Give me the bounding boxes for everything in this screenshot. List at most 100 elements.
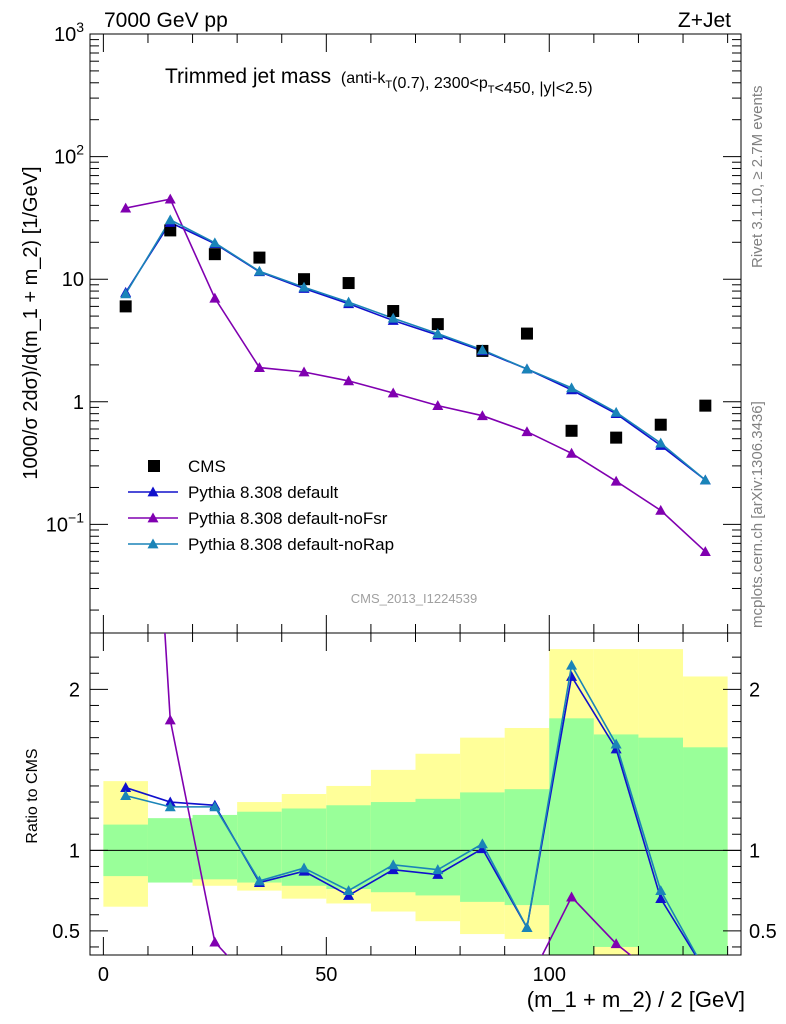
mc-point-2 (298, 366, 310, 377)
y-tick-label-ratio-right: 0.5 (749, 921, 777, 943)
y-tick-label-main: 102 (54, 142, 84, 169)
mc-point-2 (610, 475, 622, 486)
mc-point-3 (521, 363, 533, 374)
data-point-cms (208, 248, 221, 261)
y-tick-label-ratio: 1 (69, 840, 80, 862)
data-point-cms (520, 327, 533, 340)
y-tick-label-main: 1 (73, 392, 84, 414)
title-sub-text: (anti-k (341, 70, 386, 87)
y-axis-label-main: 1000/σ 2dσ)/d(m_1 + m_2) [1/GeV] (20, 166, 42, 479)
tick-base: 10 (54, 24, 76, 46)
data-point-cms (342, 277, 355, 290)
y-tick-label-ratio: 2 (69, 679, 80, 701)
ratio-point-0 (120, 782, 132, 792)
main-series-line-3 (124, 218, 706, 481)
band-inner-bin (370, 802, 416, 893)
ratio-point-1 (566, 891, 578, 902)
mc-point-2 (120, 202, 132, 213)
subscript-T: T (488, 84, 495, 96)
ratio-uncertainty-bands (103, 649, 728, 955)
data-point-cms (387, 305, 400, 318)
analysis-id: CMS_2013_I1224539 (351, 591, 478, 606)
mc-point-3 (164, 214, 176, 225)
mc-point-2 (655, 504, 667, 515)
main-series-line-2 (125, 198, 706, 553)
ratio-point-1 (164, 714, 176, 725)
data-point-cms (565, 424, 578, 437)
ratio-point-2 (298, 862, 310, 873)
mc-point-2 (566, 447, 578, 458)
data-point-cms (298, 273, 311, 286)
mc-point-2 (699, 546, 711, 556)
mc-point-3 (655, 437, 667, 448)
x-tick-label: 100 (533, 964, 566, 986)
legend-marker-3 (147, 538, 159, 549)
ratio-point-2 (655, 885, 667, 895)
title-sub-text: (0.7), 2300<p (392, 75, 488, 92)
mc-point-2 (432, 400, 444, 411)
subscript-T: T (385, 79, 392, 91)
legend-marker-2 (147, 512, 159, 523)
mc-point-2 (253, 362, 265, 373)
ratio-point-2 (387, 859, 399, 870)
ratio-series-group (120, 633, 698, 955)
mc-point-3 (253, 265, 265, 276)
ratio-point-2 (610, 738, 622, 749)
y-tick-label-ratio-right: 1 (749, 840, 760, 862)
band-inner-bin (593, 734, 639, 947)
data-point-cms (164, 224, 177, 237)
x-tick-label: 50 (315, 964, 337, 986)
rivet-version-label: Rivet 3.1.10, ≥ 2.7M events (749, 86, 766, 269)
plot-title-sub: (anti-kT(0.7), 2300<pT<450, |y|<2.5) (341, 70, 593, 97)
mc-point-3 (387, 312, 399, 323)
ratio-point-0 (655, 893, 667, 904)
mc-point-3 (610, 406, 622, 417)
y-tick-label-ratio-right: 2 (749, 679, 760, 701)
tick-exponent: 2 (76, 142, 84, 158)
mc-point-3 (298, 281, 310, 292)
data-point-cms (119, 300, 132, 313)
band-inner-bin (415, 798, 461, 896)
legend-label-0: CMS (188, 457, 226, 476)
mc-point-2 (164, 193, 176, 204)
y-tick-label-ratio: 0.5 (52, 921, 80, 943)
mc-point-2 (209, 292, 221, 303)
tick-base: 10 (46, 514, 68, 536)
band-inner-bin (504, 789, 550, 906)
ratio-point-1 (610, 938, 622, 949)
y-tick-label-main: 10 (62, 269, 84, 291)
data-point-cms (699, 399, 712, 412)
tick-exponent: 3 (76, 19, 84, 35)
ratio-point-1 (209, 936, 221, 947)
plot-title-main: Trimmed jet mass (165, 65, 331, 88)
band-inner-bin (683, 747, 728, 955)
mc-point-2 (476, 410, 488, 421)
tick-base: 10 (54, 147, 76, 169)
y-tick-label-main: 10−1 (46, 509, 84, 536)
mc-point-3 (699, 474, 711, 485)
ratio-series-line-2 (125, 662, 698, 955)
ratio-point-2 (521, 922, 533, 933)
band-inner-bin (237, 811, 282, 883)
mc-point-2 (387, 387, 399, 398)
energy-label: 7000 GeV pp (104, 9, 228, 32)
ratio-series-line-1 (164, 633, 632, 955)
legend-marker-cms (148, 460, 160, 472)
ratio-point-2 (476, 838, 488, 849)
data-point-cms (431, 318, 444, 331)
ratio-point-2 (432, 864, 444, 875)
x-tick-label: 0 (98, 964, 109, 986)
band-inner-bin (326, 805, 371, 889)
plot-title: Trimmed jet mass (anti-kT(0.7), 2300<pT<… (165, 65, 593, 97)
mc-point-2 (343, 375, 355, 386)
ratio-point-2 (164, 801, 176, 812)
y-axis-label-ratio: Ratio to CMS (24, 748, 41, 843)
ratio-point-2 (343, 885, 355, 895)
data-point-cms (253, 251, 266, 264)
legend-label-2: Pythia 8.308 default-noFsr (188, 509, 388, 528)
mcplots-label: mcplots.cern.ch [arXiv:1306.3436] (749, 401, 766, 628)
data-point-cms (610, 431, 623, 444)
mc-point-3 (566, 382, 578, 393)
